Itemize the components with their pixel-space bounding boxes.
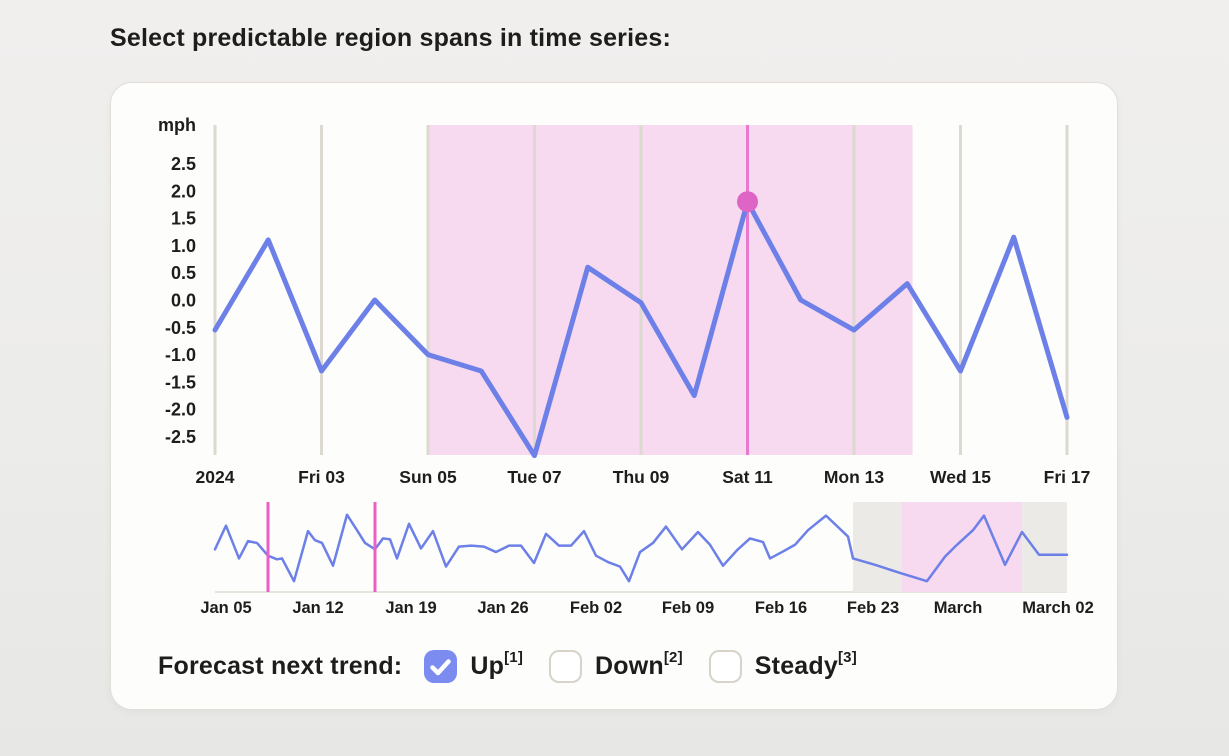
x-tick-label: Wed 15 — [930, 467, 991, 487]
forecast-row: Forecast next trend: Up[1] Down[2] Stead… — [158, 646, 883, 686]
y-tick-label: 2.0 — [171, 181, 196, 201]
overview-series-line — [213, 513, 1069, 583]
checkbox-item-steady[interactable]: Steady[3] — [708, 649, 857, 683]
x-tick-label: Fri 03 — [298, 467, 345, 487]
overview-tick-label: Jan 12 — [292, 599, 343, 617]
checkbox-steady-box[interactable] — [708, 649, 742, 683]
option-label: Up — [470, 651, 505, 680]
y-tick-label: 2.5 — [171, 154, 196, 174]
checkbox-up-label: Up[1] — [470, 649, 524, 681]
overview-tick-label: Feb 23 — [847, 599, 899, 617]
y-axis-unit: mph — [158, 115, 196, 135]
y-tick-label: 0.0 — [171, 291, 196, 311]
option-label: Steady — [754, 651, 838, 680]
main-series-line — [212, 199, 1070, 459]
option-sup: [3] — [837, 649, 857, 667]
page-title: Select predictable region spans in time … — [110, 24, 671, 52]
checkbox-down-label: Down[2] — [595, 649, 683, 681]
overview-tick-label: Jan 05 — [200, 599, 251, 617]
y-tick-label: -0.5 — [165, 318, 196, 338]
overview-tick-label: Feb 16 — [755, 599, 807, 617]
checkbox-item-up[interactable]: Up[1] — [424, 649, 524, 683]
y-tick-label: -2.0 — [165, 400, 196, 420]
x-tick-label: Thu 09 — [613, 467, 670, 487]
forecast-label: Forecast next trend: — [158, 651, 403, 680]
overview-tick-label: Feb 09 — [662, 599, 714, 617]
x-tick-label: 2024 — [196, 467, 235, 487]
y-tick-label: 0.5 — [171, 263, 196, 283]
x-tick-label: Sat 11 — [722, 467, 773, 487]
check-icon — [430, 658, 452, 675]
y-tick-label: -2.5 — [165, 427, 196, 447]
checkbox-up-box[interactable] — [424, 649, 458, 683]
overview-tick-label: Jan 19 — [385, 599, 436, 617]
checkbox-steady-label: Steady[3] — [754, 649, 857, 681]
x-tick-label: Sun 05 — [399, 467, 457, 487]
x-tick-label: Tue 07 — [507, 467, 561, 487]
overview-tick-label: Feb 02 — [570, 599, 622, 617]
overview-pink-band[interactable] — [902, 502, 1022, 592]
y-tick-label: -1.0 — [165, 345, 196, 365]
highlight-point[interactable] — [737, 191, 758, 213]
x-tick-label: Fri 17 — [1044, 467, 1091, 487]
y-tick-label: 1.0 — [171, 236, 196, 256]
y-tick-label: -1.5 — [165, 372, 196, 392]
option-sup: [1] — [504, 649, 524, 667]
checkbox-down-box[interactable] — [549, 649, 583, 683]
selected-region-span[interactable] — [428, 125, 913, 455]
option-label: Down — [595, 651, 664, 680]
overview-tick-label: Jan 26 — [477, 599, 528, 617]
x-tick-label: Mon 13 — [824, 467, 885, 487]
checkbox-item-down[interactable]: Down[2] — [549, 649, 683, 683]
option-sup: [2] — [663, 649, 683, 667]
overview-tick-label: March — [934, 599, 983, 617]
overview-tick-label: March 02 — [1022, 599, 1094, 617]
y-tick-label: 1.5 — [171, 209, 196, 229]
